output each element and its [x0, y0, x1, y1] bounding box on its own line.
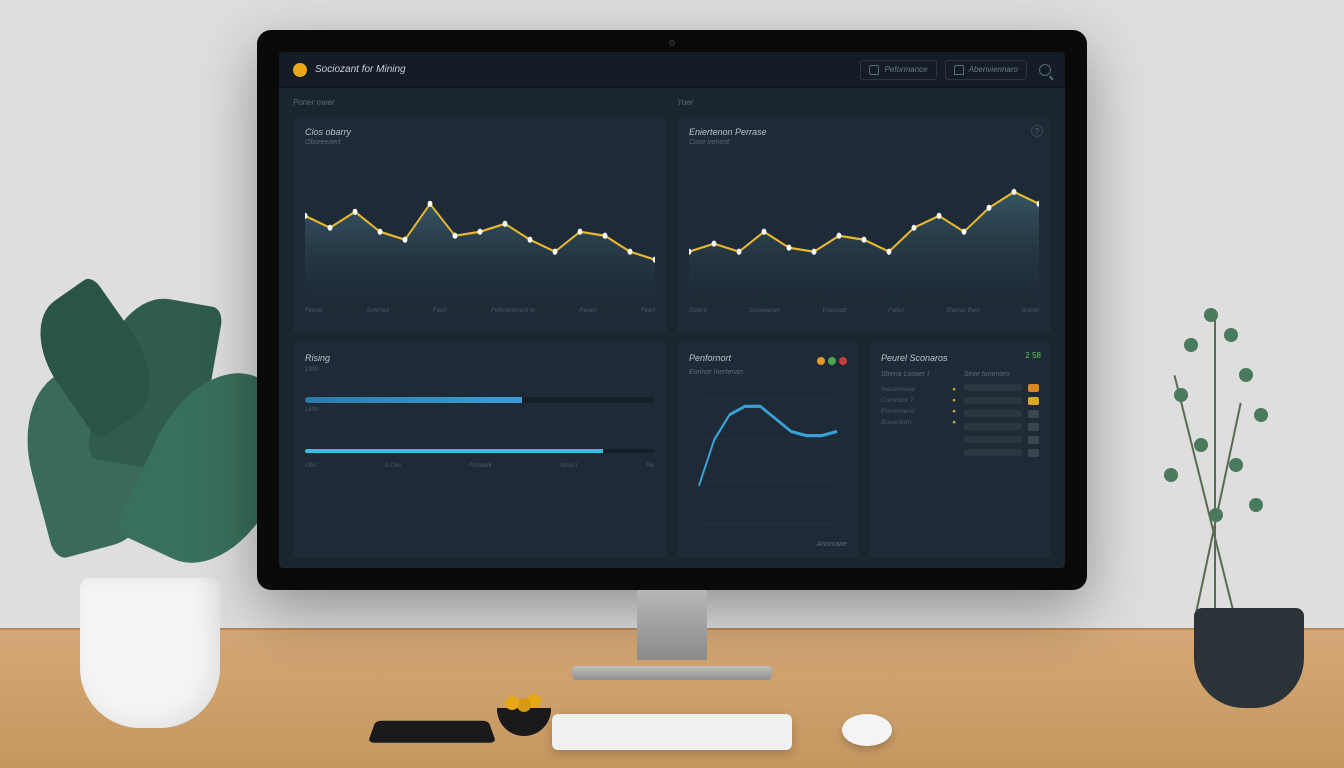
card-title: Penfornort: [689, 353, 731, 363]
monitor-stand: [592, 590, 752, 680]
x-axis-label: Atrod I: [560, 463, 578, 469]
search-icon[interactable]: [1039, 64, 1051, 76]
card-title: Eniertenon Perrase: [689, 127, 1039, 137]
mini-line-chart: [689, 380, 847, 542]
footnote: Anonrane: [689, 541, 847, 548]
area-chart-left: Feerat Sohmed Fooh Pofenthement te Revert Fee…: [305, 152, 655, 312]
row-bar: [1028, 436, 1039, 444]
panel-scenarios: Peurel Sconaros 2 58 Strena Looaer I Ine…: [869, 343, 1051, 559]
desk-tablet: [368, 721, 496, 743]
x-axis-label: Ofer: [305, 463, 317, 469]
col-title: Seve tonenoro: [964, 371, 1039, 378]
x-axis-label: Fooh: [433, 308, 447, 314]
row-bar: [1028, 449, 1039, 457]
row-label: [964, 423, 1022, 430]
card-subtitle: Eorinor Inertenan: [689, 369, 847, 376]
list-item: [964, 384, 1039, 392]
card-subtitle: Cose Irehent: [689, 139, 1039, 146]
row-label: [964, 397, 1022, 404]
section-label-right: Yoer: [677, 98, 1051, 107]
list-item: [964, 397, 1039, 405]
desk-mouse: [842, 714, 892, 746]
doc-icon: [869, 65, 879, 75]
sub-list-item: Ponermecd●: [881, 406, 956, 417]
progress-bar-1: [305, 397, 655, 403]
area-chart-right: Datere Soonwerwn Priesoutt Fatert Shenas the…: [689, 152, 1039, 312]
sub-list-item: Corondor T●: [881, 395, 956, 406]
row-label: [964, 410, 1022, 417]
row-label: [964, 384, 1022, 391]
topbar: Sociozant for Mining Peformance Abenvien…: [279, 52, 1065, 88]
x-axis-label: Datere: [689, 308, 707, 314]
x-axis-label: Sohmed: [367, 308, 389, 314]
y-label: 1900: [305, 367, 655, 373]
status-dot: [817, 357, 825, 365]
progress-bar-2: [305, 449, 655, 453]
dashboard-screen: Sociozant for Mining Peformance Abenvien…: [279, 52, 1065, 568]
brand-icon: [293, 63, 307, 77]
chart-card-right: ? Eniertenon Perrase Cose Irehent Datere…: [677, 117, 1051, 333]
row-bar: [1028, 410, 1039, 418]
x-axis-label: S Ces: [385, 463, 401, 469]
x-axis-label: Soonwerwn: [749, 308, 780, 314]
camera-icon: [669, 40, 675, 46]
sub-list-item: Inecennreal●: [881, 384, 956, 395]
nav-performance[interactable]: Peformance: [860, 60, 936, 80]
x-axis-label: Priesoutt: [822, 308, 846, 314]
panel-performance: Penfornort Eorinor Inertenan Anonrane: [677, 343, 859, 559]
x-axis-label: Potroent: [469, 463, 492, 469]
x-axis-label: Feerat: [305, 308, 322, 314]
card-subtitle: Oboreenert: [305, 139, 655, 146]
row-bar: [1028, 384, 1039, 392]
col-title: Strena Looaer I: [881, 371, 956, 378]
list-item: [964, 436, 1039, 444]
chart-card-left: Cios obarry Oboreenert Feerat Sohmed Fooh P…: [293, 117, 667, 333]
status-dots: [817, 357, 847, 365]
x-axis-label: Pofenthement te: [491, 308, 535, 314]
row-label: [964, 436, 1022, 443]
bookmark-icon: [954, 65, 964, 75]
row-label: [964, 449, 1022, 456]
list-item: [964, 423, 1039, 431]
desk-keyboard: [552, 714, 792, 750]
row-bar: [1028, 423, 1039, 431]
status-dot: [839, 357, 847, 365]
plant-right: [1124, 288, 1324, 708]
x-axis-label: Per: [646, 463, 655, 469]
monitor: Sociozant for Mining Peformance Abenvien…: [257, 30, 1087, 590]
list-item: [964, 449, 1039, 457]
brand-title: Sociozant for Mining: [315, 64, 406, 75]
card-title: Peurel Sconaros: [881, 353, 1039, 363]
card-title: Rising: [305, 353, 655, 363]
row-bar: [1028, 397, 1039, 405]
section-label-left: Poner meer: [293, 98, 667, 107]
nav-secondary[interactable]: Abenviennaro: [945, 60, 1027, 80]
stat-value: 2 58: [1025, 351, 1041, 360]
status-dot: [828, 357, 836, 365]
plant-left: [10, 208, 290, 728]
list-item: [964, 410, 1039, 418]
x-axis-label: Shenas then: [946, 308, 980, 314]
card-title: Cios obarry: [305, 127, 655, 137]
x-axis-label: Fatert: [888, 308, 904, 314]
sub-list-item: Bonerdurn●: [881, 417, 956, 428]
panel-rising: Rising 1900 1400 OferS CesPotroentAtrod …: [293, 343, 667, 559]
help-icon[interactable]: ?: [1031, 125, 1043, 137]
x-axis-label: Revert: [579, 308, 597, 314]
x-axis-label: Feert: [641, 308, 655, 314]
x-axis-label: Aneon: [1022, 308, 1039, 314]
